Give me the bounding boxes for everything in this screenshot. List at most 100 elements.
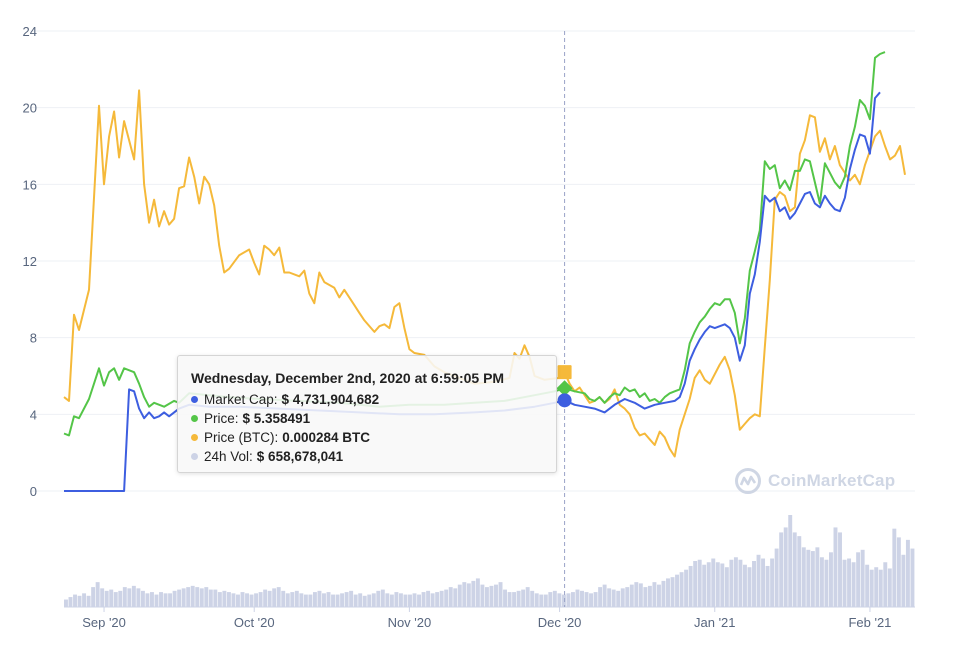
volume-bar (883, 562, 888, 607)
volume-bar (684, 569, 689, 607)
volume-bar (765, 565, 770, 607)
x-tick-label: Oct '20 (234, 615, 275, 630)
volume-bar (77, 595, 82, 607)
volume-bar (480, 584, 485, 607)
volume-bar (371, 593, 376, 607)
volume-bar (869, 569, 874, 607)
volume-bar (810, 551, 815, 607)
volume-bar (507, 592, 512, 607)
volume-bar (412, 593, 417, 607)
volume-bar (154, 594, 159, 607)
tooltip-dot-market-cap (191, 396, 198, 403)
volume-bar (661, 580, 666, 607)
volume-bar (172, 590, 177, 607)
volume-bar (539, 594, 544, 607)
volume-bar (466, 583, 471, 607)
volume-bar (516, 590, 521, 607)
volume-bar (340, 593, 345, 607)
volume-bar (715, 562, 720, 607)
tooltip-label: Price (BTC): (204, 430, 279, 445)
volume-bar (199, 588, 204, 607)
volume-bar (335, 594, 340, 607)
chart-tooltip: Wednesday, December 2nd, 2020 at 6:59:05… (177, 355, 557, 473)
volume-bar (729, 559, 734, 607)
hover-marker-price (556, 380, 573, 397)
volume-bar (797, 536, 802, 607)
volume-bar (64, 599, 68, 607)
volume-bar (679, 572, 684, 607)
volume-bar (761, 558, 766, 607)
volume-bar (349, 590, 354, 607)
hover-marker-price-btc (557, 365, 572, 380)
volume-bar (140, 590, 145, 607)
volume-bar (801, 547, 806, 607)
volume-bar (756, 554, 761, 607)
volume-bar (770, 558, 775, 607)
volume-bar (82, 593, 87, 607)
volume-bar (856, 552, 861, 607)
x-tick-label: Jan '21 (694, 615, 736, 630)
volume-bar (263, 589, 268, 607)
volume-bar (561, 594, 566, 607)
tooltip-value: $ 4,731,904,682 (281, 392, 380, 407)
coinmarketcap-watermark: CoinMarketCap (734, 467, 895, 495)
volume-bar (308, 594, 313, 607)
tooltip-title: Wednesday, December 2nd, 2020 at 6:59:05… (191, 370, 505, 386)
volume-bar (303, 594, 308, 607)
volume-bar (702, 564, 707, 607)
volume-bar (774, 548, 779, 607)
watermark-text: CoinMarketCap (768, 471, 896, 490)
volume-bar (860, 549, 865, 607)
volume-bar (408, 594, 412, 607)
coinmarketcap-logo-icon (735, 468, 761, 494)
volume-bar (127, 588, 132, 607)
volume-bar (570, 592, 575, 607)
volume-bar (163, 593, 168, 607)
volume-bar (453, 588, 458, 607)
volume-bar (675, 574, 680, 607)
volume-bar (122, 587, 127, 607)
volume-bar (322, 593, 326, 607)
volume-bar (910, 548, 915, 607)
volume-bar (534, 593, 539, 607)
volume-bar (430, 593, 435, 607)
volume-bar (865, 564, 870, 607)
y-tick-label: 12 (23, 254, 37, 269)
volume-bar (620, 588, 625, 607)
volume-bar (398, 593, 403, 607)
volume-bar (68, 597, 73, 607)
volume-bar (131, 585, 136, 607)
tooltip-row-price: Price: $ 5.358491 (191, 409, 544, 428)
volume-bar (226, 592, 231, 607)
volume-bar (403, 594, 408, 607)
volume-bar (317, 590, 322, 607)
volume-bar (439, 590, 444, 607)
volume-bar (100, 588, 105, 607)
volume-bar (73, 594, 77, 607)
volume-bar (670, 577, 675, 607)
volume-bar (462, 582, 467, 607)
volume-bar (905, 539, 910, 607)
volume-bar (580, 590, 584, 607)
volume-bar (652, 582, 657, 607)
volume-bar (285, 593, 290, 607)
volume-bar (711, 558, 716, 607)
volume-bar (589, 593, 594, 607)
y-tick-label: 16 (23, 177, 37, 192)
volume-bar (489, 585, 494, 607)
volume-bar (109, 589, 114, 607)
volume-bar (498, 582, 503, 607)
volume-bar (231, 593, 236, 607)
volume-bar (344, 592, 349, 607)
volume-bar (647, 585, 652, 607)
volume-bar (426, 590, 431, 607)
tooltip-row-24h-vol: 24h Vol: $ 658,678,041 (191, 447, 544, 466)
volume-bar (634, 582, 639, 607)
volume-bar (249, 594, 254, 607)
volume-bar (389, 594, 394, 607)
tooltip-dot-price-btc (191, 434, 198, 441)
volume-bar (607, 588, 612, 607)
volume-bar (240, 592, 245, 607)
